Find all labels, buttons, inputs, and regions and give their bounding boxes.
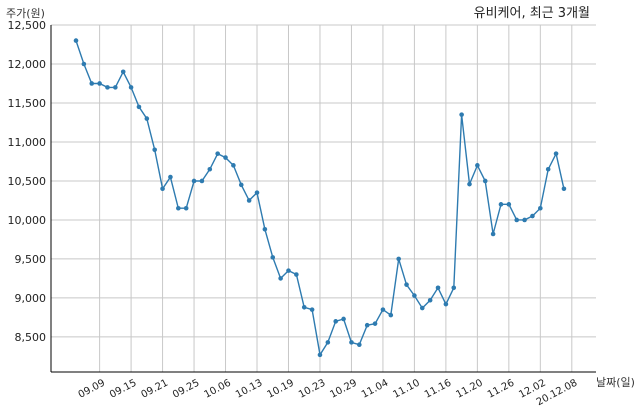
data-point [207, 166, 213, 172]
data-point [514, 217, 520, 223]
data-point [128, 85, 134, 90]
data-point [498, 202, 504, 207]
data-point [545, 166, 551, 172]
data-point [372, 321, 378, 326]
x-tick-label: 11.26 [486, 378, 516, 401]
data-point [191, 178, 197, 184]
data-point [183, 205, 189, 211]
x-tick-label: 10.06 [202, 378, 232, 401]
data-point [467, 181, 472, 187]
y-tick-label: 10,000 [8, 214, 47, 227]
data-point [262, 227, 268, 232]
x-tick-label: 10.29 [328, 378, 358, 401]
data-point [396, 256, 401, 262]
data-point [349, 340, 354, 345]
data-point [561, 186, 567, 192]
data-point [136, 104, 142, 110]
data-point [73, 38, 79, 43]
data-point [419, 305, 425, 311]
data-point [427, 297, 433, 303]
x-axis-label: 날짜(일) [596, 375, 635, 389]
data-point [482, 178, 488, 184]
grid [51, 24, 596, 372]
data-point [176, 205, 181, 211]
data-point [144, 116, 150, 121]
data-point [364, 322, 370, 328]
x-tick-label: 10.23 [297, 378, 327, 401]
data-point [443, 301, 449, 307]
data-point [160, 186, 165, 192]
data-point [286, 268, 291, 273]
x-tick-label: 11.20 [454, 378, 484, 401]
data-point [105, 85, 110, 90]
data-point [152, 147, 157, 153]
data-point [81, 61, 87, 67]
data-point [120, 69, 126, 75]
x-tick-label: 11.16 [423, 378, 453, 401]
data-point [168, 174, 173, 180]
data-point [475, 163, 480, 168]
data-point [215, 151, 220, 156]
y-tick-label: 11,000 [8, 136, 47, 149]
x-tick-label: 09.15 [108, 378, 138, 401]
x-tick-label: 09.25 [171, 378, 201, 401]
x-tick-label: 11.04 [360, 378, 390, 401]
data-point [522, 217, 527, 223]
data-point [506, 202, 512, 207]
data-point [199, 178, 205, 184]
data-point [113, 85, 118, 90]
x-tick-label: 11.10 [391, 378, 421, 401]
data-point [357, 342, 362, 348]
y-tick-label: 9,000 [15, 292, 47, 305]
y-tick-label: 12,000 [8, 58, 47, 71]
data-point [388, 312, 394, 318]
data-point [538, 205, 543, 211]
x-tick-label: 10.19 [265, 378, 295, 401]
y-tick-labels: 8,500 9,000 9,500 10,000 10,500 11,000 11,500 1… [8, 19, 47, 344]
data-point [530, 213, 535, 219]
data-points [73, 38, 567, 358]
data-point [435, 285, 441, 291]
data-point [553, 151, 559, 156]
y-tick-label: 11,500 [8, 97, 47, 110]
data-point [333, 319, 339, 324]
data-point [270, 255, 276, 260]
chart-title: 유비케어, 최근 3개월 [474, 6, 590, 21]
data-point [380, 307, 386, 312]
y-tick-label: 12,500 [8, 19, 47, 32]
data-point [231, 163, 236, 168]
y-tick-label: 10,500 [8, 175, 47, 188]
data-point [89, 81, 95, 86]
x-tick-label: 09.09 [77, 378, 107, 401]
data-point [404, 282, 409, 287]
data-point [412, 293, 417, 298]
data-point [223, 155, 228, 160]
data-point [294, 272, 299, 277]
data-point [451, 285, 457, 291]
x-tick-label: 09.21 [140, 378, 170, 401]
data-point [301, 304, 307, 310]
data-point [246, 198, 252, 203]
y-tick-label: 8,500 [15, 331, 47, 344]
x-tick-label: 10.13 [234, 378, 264, 401]
x-tick-labels: 09.09 09.15 09.21 09.25 10.06 10.13 10.19 10.23… [77, 378, 580, 409]
data-point [490, 231, 496, 237]
data-point [459, 112, 464, 117]
data-point [278, 276, 283, 281]
data-point [97, 81, 102, 86]
data-point [325, 340, 331, 345]
data-point [238, 182, 244, 188]
data-point [309, 307, 315, 312]
y-axis-label: 주가(원) [6, 7, 45, 20]
data-point [254, 190, 260, 195]
data-point [317, 352, 323, 358]
data-point [341, 316, 346, 322]
y-tick-label: 9,500 [15, 253, 47, 266]
